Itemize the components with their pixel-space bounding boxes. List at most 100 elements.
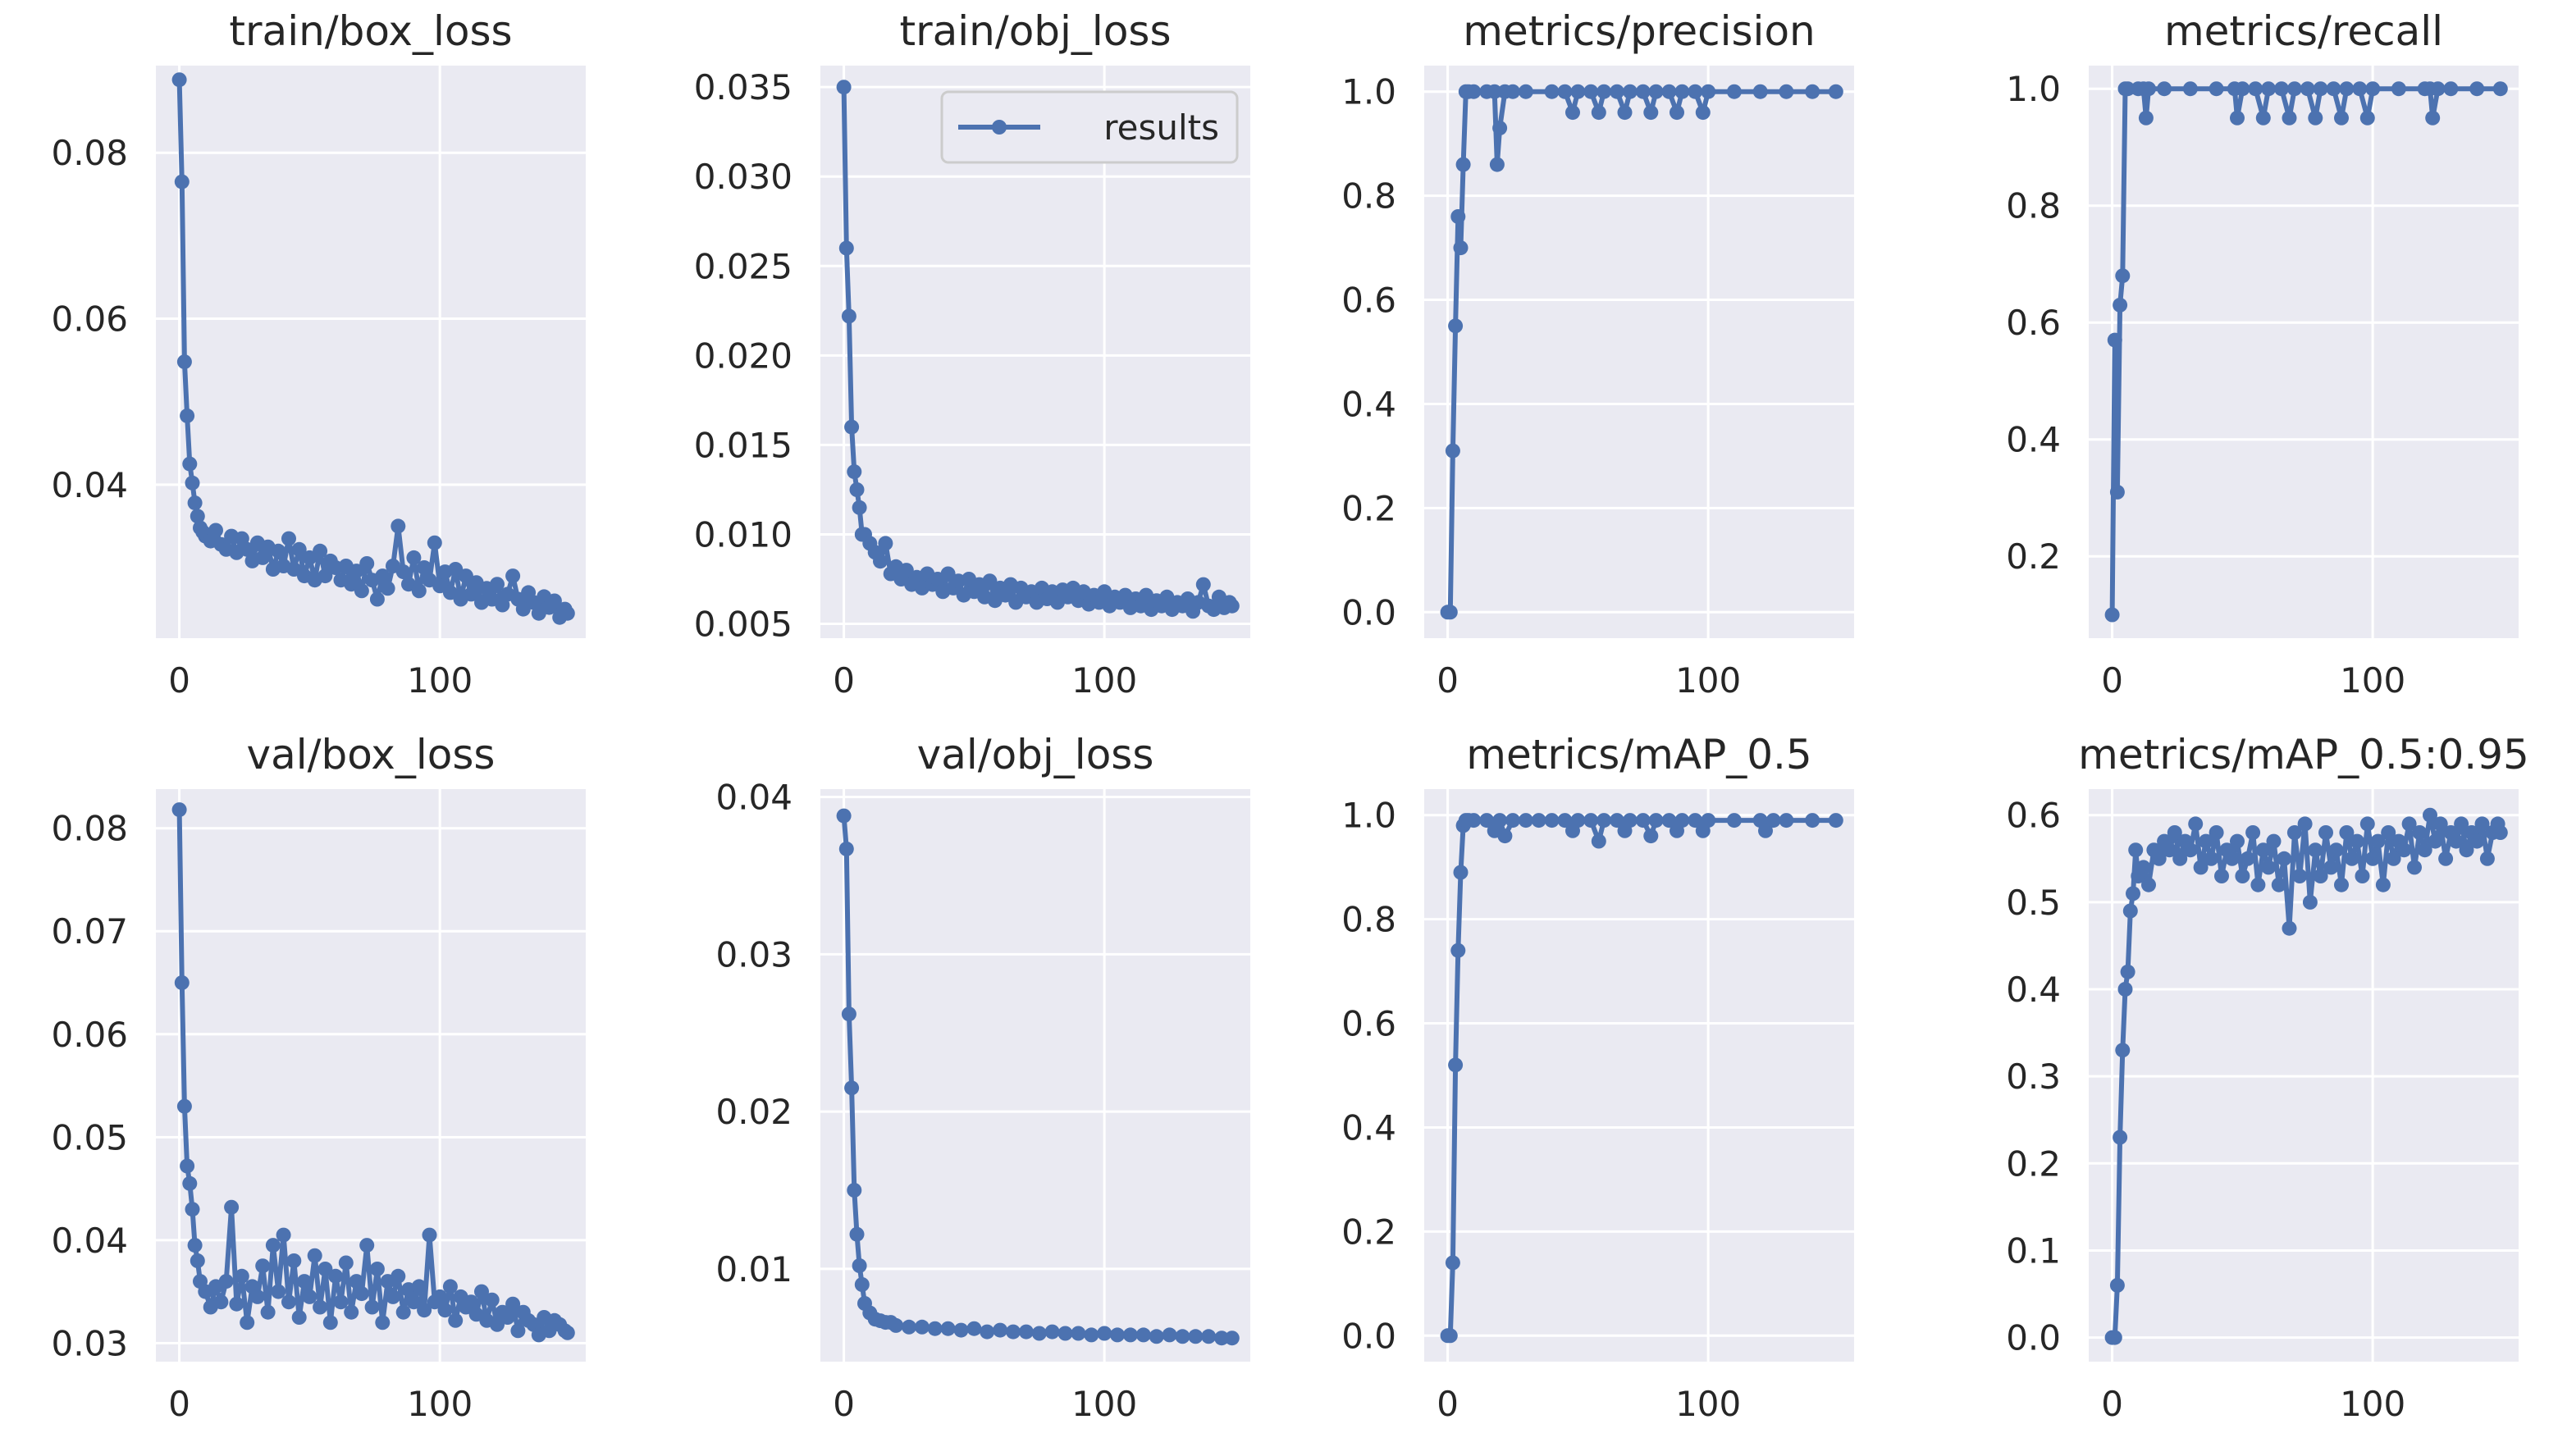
data-point <box>1497 828 1513 844</box>
data-point <box>344 1304 359 1320</box>
data-point <box>2344 851 2359 866</box>
data-point <box>349 564 364 579</box>
series-markers <box>171 802 575 1343</box>
y-tick-label: 0.6 <box>1341 281 1396 321</box>
data-point <box>1531 813 1546 828</box>
data-point <box>2115 1043 2131 1058</box>
data-point <box>213 1294 229 1310</box>
data-point <box>2120 81 2135 97</box>
data-point <box>841 308 856 324</box>
data-point <box>1828 813 1843 828</box>
data-point <box>1450 943 1466 958</box>
data-point <box>1214 1330 1230 1346</box>
data-point <box>2454 816 2469 832</box>
data-point <box>1489 157 1505 172</box>
data-point <box>966 1321 982 1336</box>
data-point <box>2318 825 2333 840</box>
chart-title: val/box_loss <box>247 731 496 778</box>
data-point <box>190 1253 205 1268</box>
data-point <box>369 1262 385 1276</box>
x-tick-label: 100 <box>1675 1384 1741 1424</box>
data-point <box>2204 851 2219 866</box>
data-point <box>1674 84 1690 99</box>
data-point <box>1135 1327 1151 1343</box>
data-point <box>406 1294 422 1310</box>
data-point <box>2412 825 2428 840</box>
data-point <box>401 577 416 592</box>
data-point <box>1661 84 1677 99</box>
data-point <box>2214 869 2229 883</box>
data-point <box>1779 84 1794 99</box>
data-point <box>281 531 296 546</box>
data-point <box>2425 110 2441 126</box>
y-tick-label: 0.6 <box>2006 303 2061 343</box>
data-point <box>510 1323 526 1339</box>
data-point <box>2135 860 2151 875</box>
plot-area <box>820 789 1250 1362</box>
data-point <box>2261 81 2277 97</box>
data-point <box>902 1319 916 1335</box>
data-point <box>1643 105 1659 121</box>
chart-title: train/box_loss <box>229 7 512 55</box>
data-point <box>1557 813 1573 828</box>
data-point <box>395 564 411 580</box>
data-point <box>1201 1329 1217 1344</box>
data-point <box>2271 877 2286 892</box>
data-point <box>313 543 328 559</box>
data-point <box>2151 851 2167 866</box>
data-point <box>560 605 575 621</box>
data-point <box>2370 833 2386 849</box>
data-point <box>2308 842 2323 858</box>
data-point <box>2417 842 2432 858</box>
data-point <box>359 556 375 571</box>
data-point <box>1071 1326 1086 1341</box>
data-point <box>2355 869 2370 883</box>
data-point <box>2308 110 2323 126</box>
data-point <box>1057 1326 1073 1341</box>
y-tick-label: 0.08 <box>51 133 128 173</box>
data-point <box>328 1268 344 1284</box>
data-point <box>2109 1277 2125 1293</box>
data-point <box>2339 825 2355 840</box>
chart-title: metrics/mAP_0.5 <box>1466 731 1811 778</box>
data-point <box>1661 813 1677 828</box>
data-point <box>1487 84 1502 99</box>
data-point <box>271 1284 286 1299</box>
data-point <box>307 1248 322 1263</box>
data-point <box>2126 886 2140 901</box>
data-point <box>2157 81 2172 97</box>
data-point <box>1583 84 1599 99</box>
data-point <box>1726 84 1742 99</box>
data-point <box>2401 816 2417 832</box>
data-point <box>2255 110 2271 126</box>
data-point <box>349 1274 364 1289</box>
y-tick-label: 0.4 <box>2006 420 2061 460</box>
data-point <box>187 1238 203 1253</box>
chart-panel: 0 100 0.2 0.4 0.6 0.8 1.0 metrics/recall <box>2006 7 2519 701</box>
data-point <box>286 1253 302 1268</box>
y-tick-label: 1.0 <box>1341 796 1396 836</box>
y-tick-label: 0.05 <box>51 1117 128 1157</box>
data-point <box>338 1255 354 1271</box>
data-point <box>1583 813 1599 828</box>
chart-panel: 0 100 0.01 0.02 0.03 0.04 val/obj_loss <box>715 731 1250 1424</box>
data-point <box>1643 828 1659 844</box>
chart-title: metrics/recall <box>2164 7 2443 55</box>
data-point <box>484 1292 500 1308</box>
data-point <box>2250 877 2266 892</box>
data-point <box>240 1315 255 1330</box>
data-point <box>391 518 406 534</box>
y-tick-label: 0.0 <box>2006 1318 2061 1358</box>
data-point <box>1674 813 1690 828</box>
data-point <box>2162 842 2177 858</box>
chart-title: train/obj_loss <box>899 7 1171 55</box>
data-point <box>2248 81 2263 97</box>
data-point <box>849 482 865 497</box>
data-point <box>2313 81 2328 97</box>
data-point <box>1445 443 1460 459</box>
data-point <box>2292 869 2308 883</box>
data-point <box>2107 332 2122 348</box>
data-point <box>2469 833 2485 849</box>
data-point <box>1610 813 1624 828</box>
